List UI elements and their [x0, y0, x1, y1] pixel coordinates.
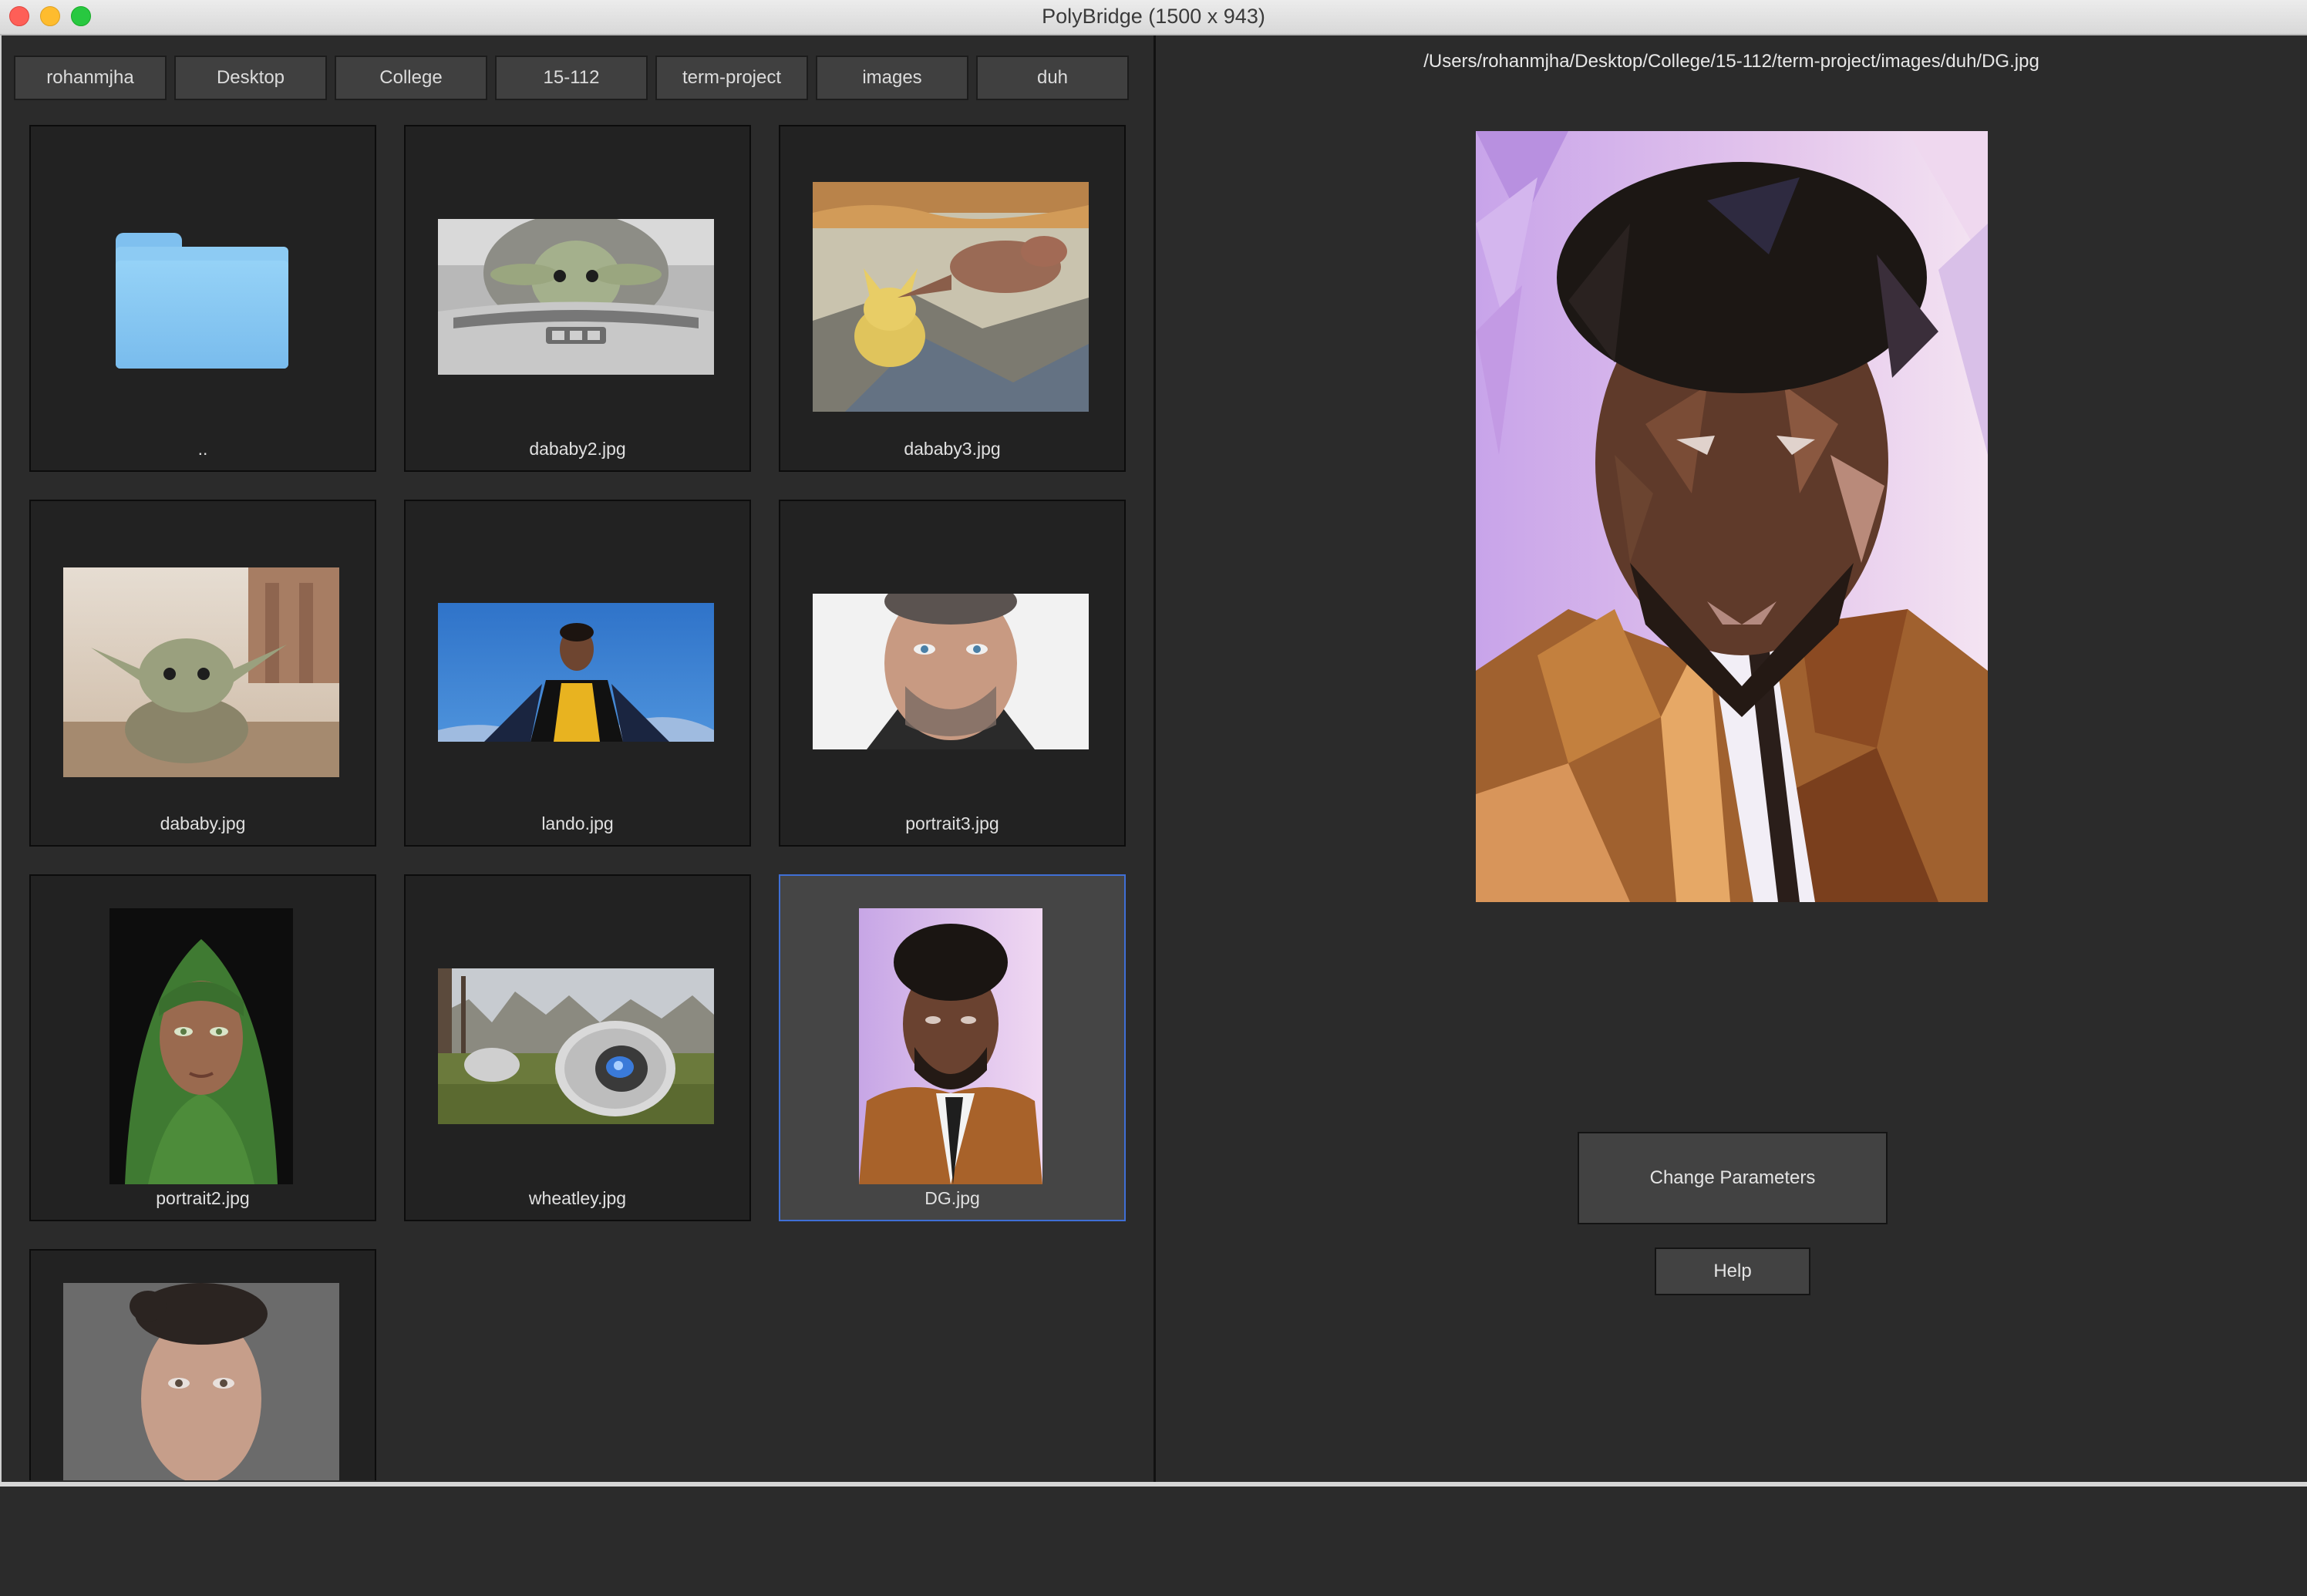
- file-grid: .. dababy2.jpg: [29, 125, 1126, 1596]
- lowpoly-preview-image: [1476, 131, 1988, 902]
- file-tile-dababy2[interactable]: dababy2.jpg: [404, 125, 751, 472]
- file-label: lando.jpg: [541, 813, 614, 833]
- breadcrumb-desktop[interactable]: Desktop: [174, 56, 327, 100]
- minimize-window-icon[interactable]: [40, 6, 60, 26]
- thumbnail-partial: [63, 1283, 339, 1480]
- selected-file-path: /Users/rohanmjha/Desktop/College/15-112/…: [1423, 51, 2039, 72]
- file-tile-wheatley[interactable]: wheatley.jpg: [404, 874, 751, 1221]
- thumbnail-portrait2: [109, 908, 293, 1184]
- breadcrumb-15-112[interactable]: 15-112: [495, 56, 648, 100]
- help-button[interactable]: Help: [1655, 1248, 1810, 1295]
- file-tile-portrait2[interactable]: portrait2.jpg: [29, 874, 376, 1221]
- preview-pane: /Users/rohanmjha/Desktop/College/15-112/…: [1156, 35, 2307, 1482]
- pane-divider[interactable]: [1154, 35, 1156, 1482]
- change-parameters-button[interactable]: Change Parameters: [1578, 1132, 1888, 1224]
- file-tile-partial[interactable]: [29, 1249, 376, 1480]
- thumbnail-portrait3: [813, 594, 1089, 749]
- folder-icon: [116, 233, 288, 369]
- file-label: ..: [197, 439, 208, 459]
- breadcrumb-duh[interactable]: duh: [976, 56, 1129, 100]
- maximize-window-icon[interactable]: [71, 6, 91, 26]
- file-tile-dababy3[interactable]: dababy3.jpg: [779, 125, 1126, 472]
- breadcrumb: rohanmjha Desktop College 15-112 term-pr…: [14, 56, 1129, 100]
- file-label: wheatley.jpg: [528, 1188, 627, 1208]
- file-label: dababy3.jpg: [904, 439, 1001, 459]
- title-bar: PolyBridge (1500 x 943): [0, 0, 2307, 35]
- breadcrumb-term-project[interactable]: term-project: [655, 56, 808, 100]
- thumbnail-dababy: [63, 567, 339, 777]
- file-label: portrait2.jpg: [156, 1188, 250, 1208]
- file-browser-pane: rohanmjha Desktop College 15-112 term-pr…: [0, 35, 1155, 1482]
- breadcrumb-rohanmjha[interactable]: rohanmjha: [14, 56, 167, 100]
- thumbnail-dababy2: [438, 219, 714, 375]
- file-label: portrait3.jpg: [905, 813, 999, 833]
- thumbnail-dababy3: [813, 182, 1089, 412]
- file-label: dababy2.jpg: [529, 439, 626, 459]
- window-bottom-edge: [0, 1482, 2307, 1487]
- window-title: PolyBridge (1500 x 943): [1042, 5, 1265, 28]
- file-tile-parent-folder[interactable]: ..: [29, 125, 376, 472]
- file-label: dababy.jpg: [160, 813, 246, 833]
- breadcrumb-images[interactable]: images: [816, 56, 968, 100]
- file-tile-lando[interactable]: lando.jpg: [404, 500, 751, 847]
- file-tile-dg[interactable]: DG.jpg: [779, 874, 1126, 1221]
- breadcrumb-college[interactable]: College: [335, 56, 487, 100]
- thumbnail-dg: [859, 908, 1042, 1184]
- file-tile-portrait3[interactable]: portrait3.jpg: [779, 500, 1126, 847]
- file-label: DG.jpg: [924, 1188, 980, 1208]
- close-window-icon[interactable]: [9, 6, 29, 26]
- thumbnail-lando: [438, 603, 714, 742]
- file-tile-dababy[interactable]: dababy.jpg: [29, 500, 376, 847]
- thumbnail-wheatley: [438, 968, 714, 1124]
